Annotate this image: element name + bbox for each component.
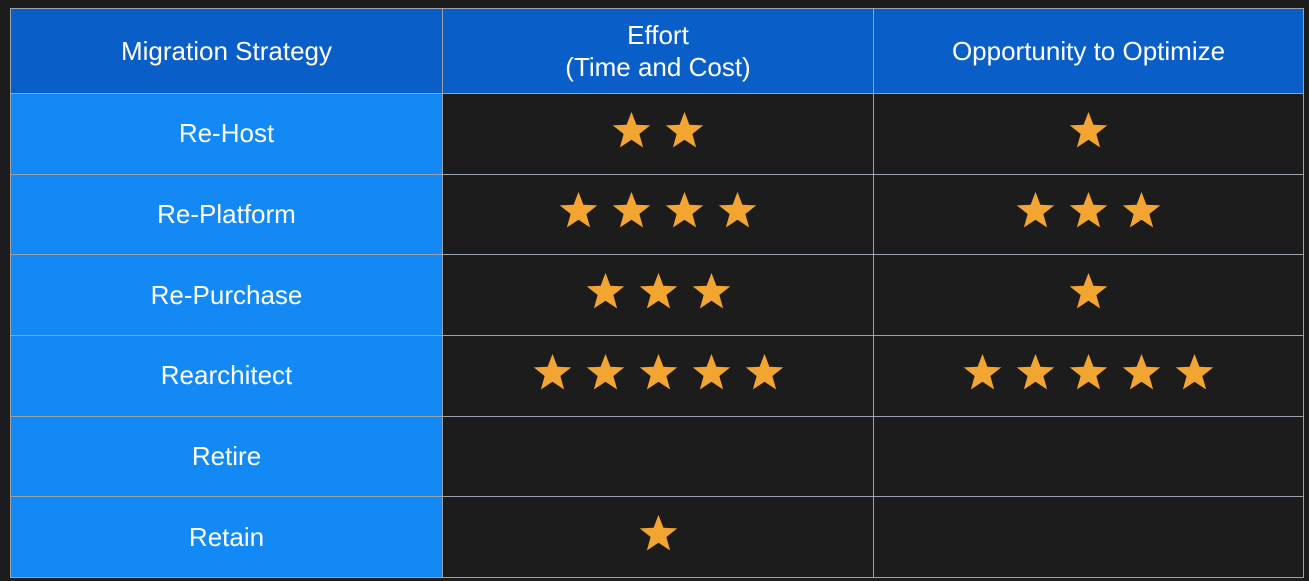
star-icon: [1016, 353, 1055, 390]
star-icon: [1175, 353, 1214, 390]
header-migration-strategy: Migration Strategy: [10, 8, 443, 94]
opportunity-rating-cell: [873, 334, 1304, 417]
opportunity-rating: [1013, 189, 1164, 234]
table-header: Migration Strategy Effort (Time and Cost…: [10, 8, 1304, 94]
strategy-name: Re-Purchase: [10, 254, 443, 336]
star-icon: [692, 272, 730, 309]
table-row: Re-Host: [10, 93, 1304, 175]
strategy-name: Re-Platform: [10, 173, 443, 256]
star-icon: [612, 111, 651, 148]
strategy-name: Re-Host: [10, 93, 443, 175]
table-row: Re-Purchase: [10, 254, 1304, 336]
star-icon: [745, 353, 783, 390]
star-icon: [559, 192, 598, 228]
table-row: Retain: [10, 496, 1304, 578]
opportunity-rating: [960, 351, 1217, 396]
header-row: Migration Strategy Effort (Time and Cost…: [10, 8, 1304, 94]
effort-rating-cell: [442, 334, 874, 417]
star-icon: [1069, 353, 1108, 390]
opportunity-rating-cell: [873, 254, 1304, 336]
star-icon: [1122, 192, 1161, 228]
opportunity-rating-cell: [873, 93, 1304, 175]
strategy-name: Retain: [10, 496, 443, 578]
star-icon: [718, 192, 757, 228]
opportunity-rating-cell: [873, 173, 1304, 256]
star-icon: [639, 272, 677, 309]
table-row: Re-Platform: [10, 173, 1304, 256]
star-icon: [1069, 111, 1108, 148]
opportunity-rating: [1066, 109, 1111, 154]
star-icon: [1016, 192, 1055, 228]
header-effort: Effort (Time and Cost): [442, 8, 874, 94]
star-icon: [692, 353, 730, 390]
opportunity-rating: [1066, 270, 1111, 315]
header-effort-title: Effort: [627, 20, 689, 50]
effort-rating-cell: [442, 496, 874, 578]
header-opportunity-to-optimize: Opportunity to Optimize: [873, 8, 1304, 94]
effort-rating-cell: [442, 415, 874, 498]
effort-rating-cell: [442, 254, 874, 336]
opportunity-rating-cell: [873, 496, 1304, 578]
star-icon: [963, 353, 1002, 390]
star-icon: [639, 353, 677, 390]
strategy-name: Rearchitect: [10, 334, 443, 417]
star-icon: [1069, 192, 1108, 228]
star-icon: [586, 353, 624, 390]
migration-strategy-table: Migration Strategy Effort (Time and Cost…: [10, 8, 1304, 578]
star-icon: [612, 192, 651, 228]
migration-strategy-table-container: Migration Strategy Effort (Time and Cost…: [10, 8, 1304, 578]
star-icon: [639, 514, 677, 551]
star-icon: [586, 272, 624, 309]
effort-rating: [583, 270, 734, 315]
effort-rating: [636, 512, 681, 557]
table-row: Retire: [10, 415, 1304, 498]
star-icon: [665, 192, 704, 228]
effort-rating-cell: [442, 173, 874, 256]
header-effort-subtitle: (Time and Cost): [565, 52, 751, 82]
star-icon: [533, 353, 571, 390]
effort-rating: [530, 351, 787, 396]
strategy-name: Retire: [10, 415, 443, 498]
star-icon: [1122, 353, 1161, 390]
star-icon: [665, 111, 704, 148]
effort-rating: [556, 189, 760, 234]
table-body: Re-Host Re-Platform Re-Purchase Rearchitect…: [10, 93, 1304, 578]
effort-rating-cell: [442, 93, 874, 175]
star-icon: [1069, 272, 1108, 309]
table-row: Rearchitect: [10, 334, 1304, 417]
opportunity-rating-cell: [873, 415, 1304, 498]
effort-rating: [609, 109, 707, 154]
